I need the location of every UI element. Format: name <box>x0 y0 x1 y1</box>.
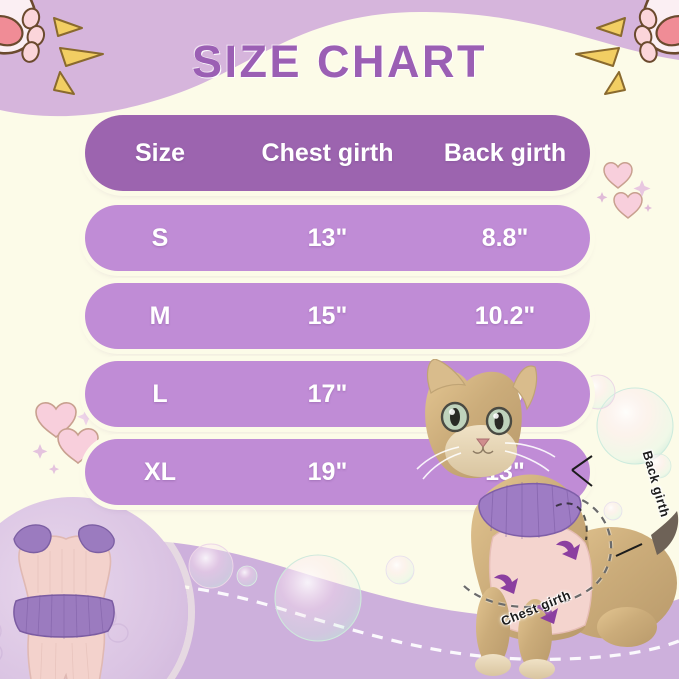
cell-back: 8.8" <box>481 223 529 252</box>
hearts-left-icon <box>32 402 99 475</box>
cat-wearing-suit-photo <box>416 359 679 679</box>
product-photo-circle <box>0 497 188 679</box>
cell-chest: 13" <box>307 223 348 252</box>
table-row: M 15" 10.2" <box>85 283 590 349</box>
table-header-row: Size Chest girth Back girth <box>85 115 590 191</box>
cell-size: M <box>149 301 171 330</box>
column-header-back: Back girth <box>443 138 567 167</box>
cell-size: XL <box>144 457 176 486</box>
paw-top-left-icon <box>0 0 104 95</box>
cell-size: S <box>151 223 169 252</box>
column-header-chest: Chest girth <box>261 138 394 167</box>
cell-chest: 19" <box>307 457 348 486</box>
pet-recovery-suit-illustration <box>0 524 129 679</box>
cell-chest: 17" <box>307 379 348 408</box>
paw-top-right-icon <box>575 0 679 95</box>
background-top-wave <box>0 0 679 117</box>
cell-chest: 15" <box>307 301 348 330</box>
table-row: S 13" 8.8" <box>85 205 590 271</box>
hearts-right-icon <box>596 162 652 220</box>
cell-size: L <box>152 379 168 408</box>
column-header-size: Size <box>134 138 186 167</box>
cell-back: 10.2" <box>474 301 536 330</box>
page-title: SIZE CHART <box>192 36 487 87</box>
